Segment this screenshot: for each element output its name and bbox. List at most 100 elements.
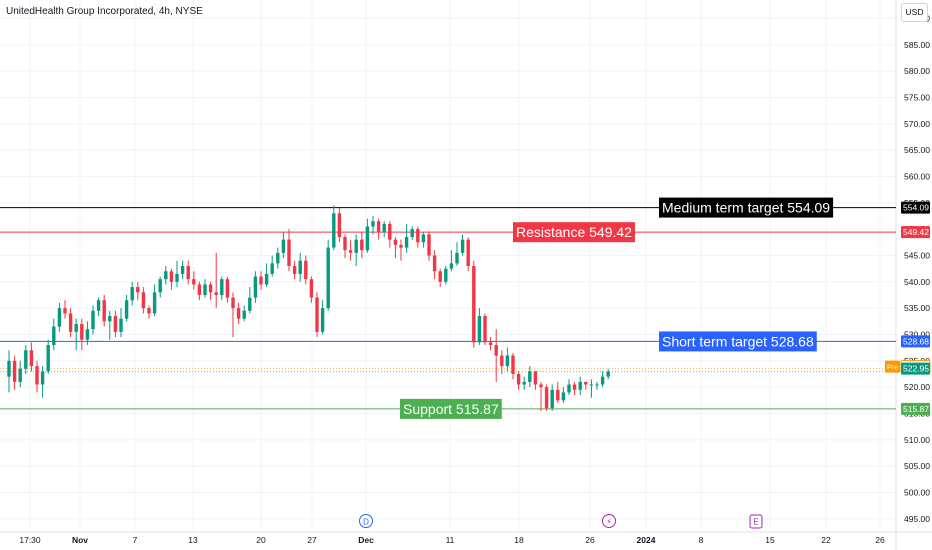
candle-body[interactable] [124, 300, 129, 319]
candle-body[interactable] [393, 239, 398, 245]
candle-body[interactable] [539, 384, 543, 388]
candle-body[interactable] [175, 273, 179, 282]
candle-body[interactable] [225, 279, 230, 298]
candle-body[interactable] [488, 342, 493, 346]
candle-body[interactable] [326, 247, 330, 309]
candle-body[interactable] [477, 316, 482, 343]
candle-body[interactable] [80, 323, 84, 340]
candle-body[interactable] [516, 373, 521, 385]
candle-body[interactable] [595, 384, 599, 386]
candle-body[interactable] [68, 313, 73, 332]
candle-body[interactable] [253, 276, 258, 298]
candle-body[interactable] [332, 213, 336, 248]
candle-body[interactable] [287, 239, 291, 266]
candle-body[interactable] [208, 284, 213, 293]
candle-body[interactable] [231, 297, 235, 309]
candle-body[interactable] [63, 308, 67, 314]
candle-body[interactable] [186, 266, 190, 280]
candle-body[interactable] [544, 387, 549, 409]
candle-body[interactable] [141, 292, 146, 309]
candle-body[interactable] [102, 300, 106, 322]
candle-body[interactable] [304, 260, 308, 280]
candle-body[interactable] [455, 252, 459, 264]
candle-body[interactable] [483, 316, 487, 343]
candle-body[interactable] [96, 300, 101, 311]
candle-body[interactable] [46, 345, 50, 372]
candle-body[interactable] [449, 263, 454, 269]
level-label-support[interactable]: Support 515.87 [403, 401, 499, 417]
candle-body[interactable] [343, 237, 347, 251]
candle-body[interactable] [354, 239, 358, 253]
candle-body[interactable] [130, 287, 134, 301]
candle-body[interactable] [365, 226, 370, 251]
candle-body[interactable] [270, 263, 274, 274]
candle-body[interactable] [376, 221, 381, 232]
candle-body[interactable] [600, 376, 605, 385]
candle-body[interactable] [180, 266, 185, 274]
event-split-icon[interactable] [602, 514, 616, 528]
candle-body[interactable] [164, 271, 168, 280]
candle-body[interactable] [298, 260, 302, 274]
candle-body[interactable] [494, 345, 498, 356]
candle-body[interactable] [427, 234, 431, 256]
candle-body[interactable] [472, 266, 476, 343]
candle-body[interactable] [220, 279, 224, 295]
candle-body[interactable] [91, 310, 95, 330]
level-label-resistance[interactable]: Resistance 549.42 [516, 224, 632, 240]
candle-body[interactable] [584, 381, 588, 385]
candle-body[interactable] [550, 389, 554, 409]
candle-body[interactable] [119, 318, 123, 332]
candle-body[interactable] [315, 297, 319, 332]
candle-body[interactable] [505, 355, 510, 367]
candle-body[interactable] [578, 381, 582, 390]
candle-body[interactable] [57, 308, 62, 327]
candle-body[interactable] [242, 310, 246, 319]
candle-body[interactable] [500, 355, 504, 367]
candle-body[interactable] [292, 266, 297, 274]
candle-body[interactable] [7, 360, 11, 377]
candle-body[interactable] [236, 308, 241, 319]
candle-body[interactable] [533, 371, 538, 385]
candle-body[interactable] [74, 323, 78, 332]
candle-body[interactable] [460, 239, 465, 253]
candle-body[interactable] [444, 268, 448, 282]
candle-body[interactable] [589, 384, 594, 386]
candle-body[interactable] [24, 350, 28, 369]
candle-body[interactable] [606, 371, 610, 377]
candle-body[interactable] [561, 392, 566, 401]
candle-body[interactable] [152, 292, 157, 314]
candle-body[interactable] [556, 389, 560, 401]
level-label-short[interactable]: Short term target 528.68 [662, 333, 814, 349]
candle-body[interactable] [85, 329, 90, 340]
candle-body[interactable] [113, 316, 118, 332]
candle-body[interactable] [522, 381, 526, 385]
candle-body[interactable] [320, 308, 325, 332]
candle-body[interactable] [416, 229, 420, 243]
candle-body[interactable] [169, 271, 174, 282]
candle-body[interactable] [52, 326, 56, 346]
candle-body[interactable] [572, 384, 577, 390]
candle-body[interactable] [337, 213, 342, 238]
candle-body[interactable] [399, 244, 403, 248]
candle-body[interactable] [371, 221, 375, 227]
candle-body[interactable] [281, 239, 286, 253]
candle-body[interactable] [259, 276, 263, 285]
candle-body[interactable] [147, 308, 151, 314]
candle-body[interactable] [421, 234, 426, 243]
candle-body[interactable] [388, 223, 392, 240]
candle-body[interactable] [432, 255, 437, 272]
candle-body[interactable] [438, 271, 442, 282]
candle-body[interactable] [12, 360, 17, 382]
candle-body[interactable] [466, 239, 470, 266]
candle-body[interactable] [248, 297, 252, 311]
candle-body[interactable] [136, 287, 140, 293]
candle-body[interactable] [264, 273, 269, 285]
candle-body[interactable] [192, 279, 196, 285]
candle-body[interactable] [214, 292, 218, 295]
candle-body[interactable] [203, 284, 207, 295]
candle-body[interactable] [309, 279, 314, 298]
candle-body[interactable] [40, 371, 45, 385]
level-label-medium[interactable]: Medium term target 554.09 [662, 200, 830, 216]
candle-body[interactable] [18, 368, 22, 382]
